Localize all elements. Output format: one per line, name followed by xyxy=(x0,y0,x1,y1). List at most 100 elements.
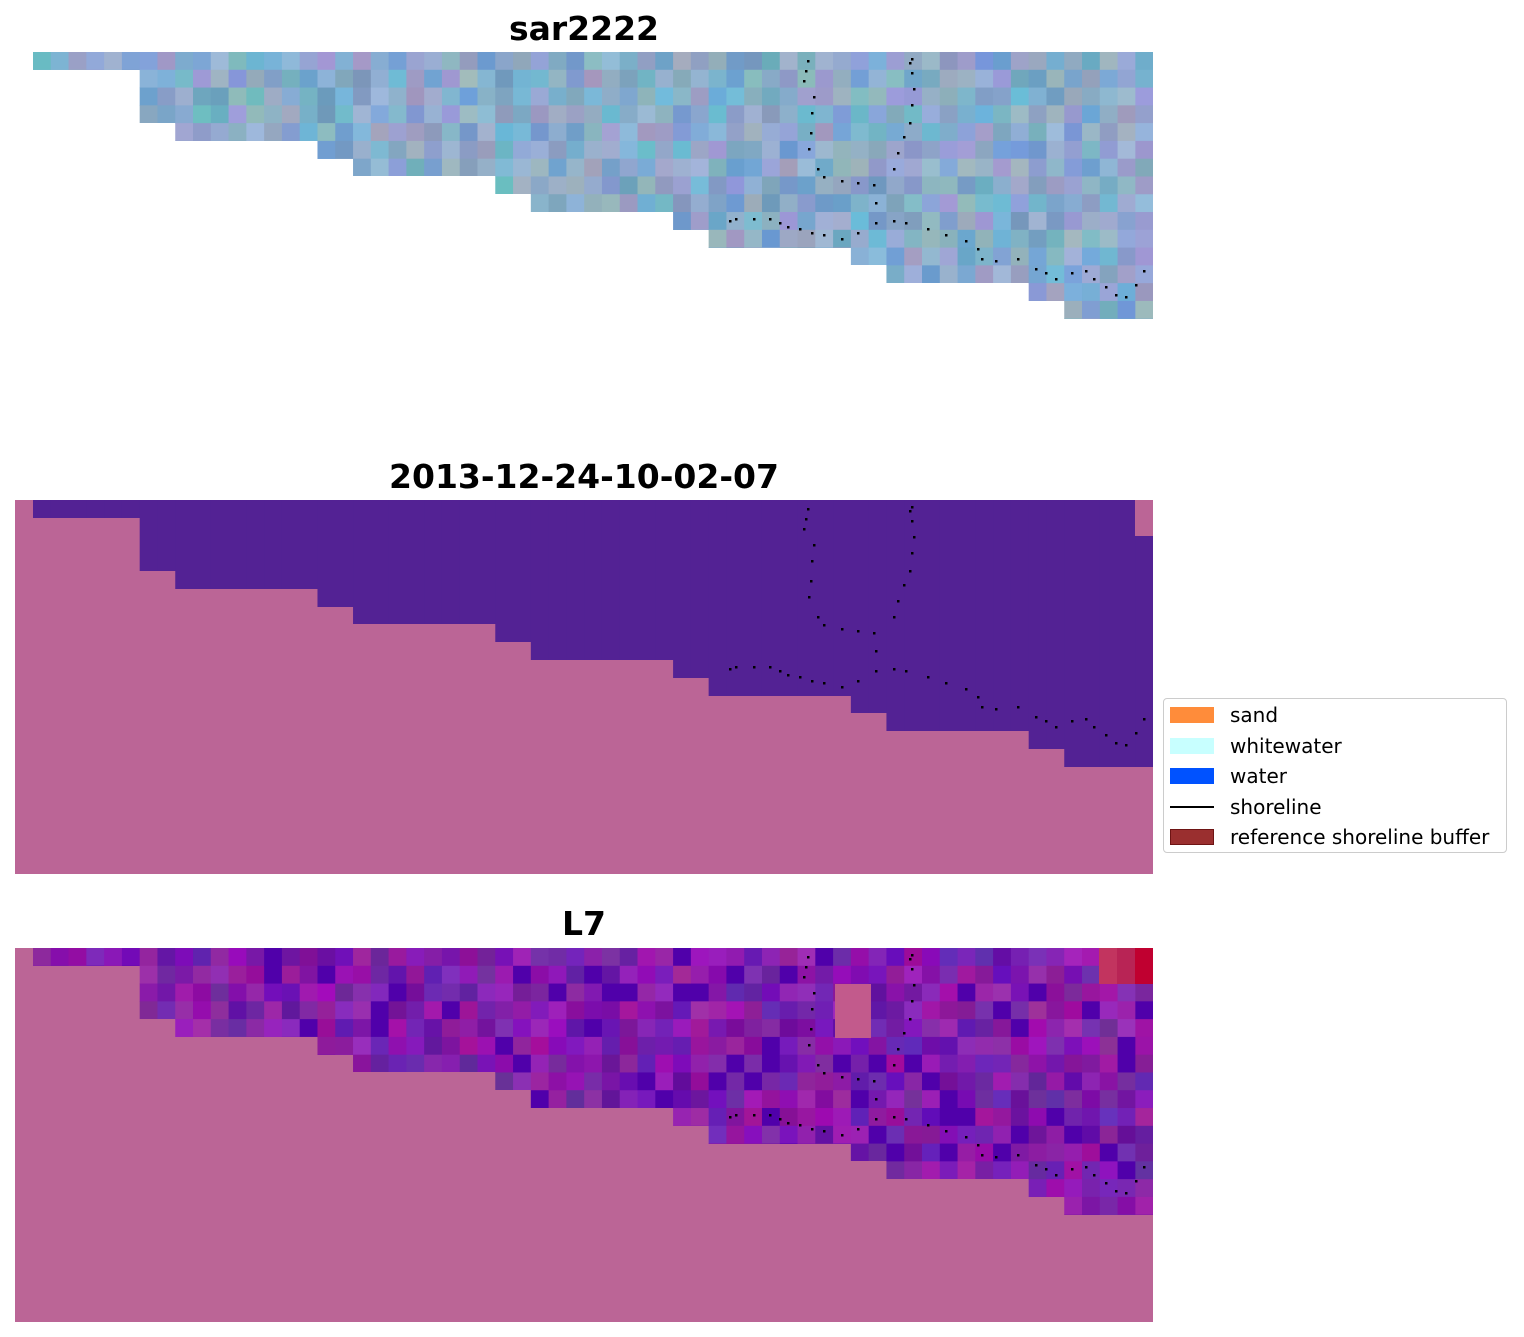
sar-pixel xyxy=(459,105,478,124)
shoreline-point xyxy=(811,560,814,563)
l7-pixel xyxy=(210,983,230,1002)
l7-pixel xyxy=(619,1001,639,1020)
sar-pixel xyxy=(957,52,976,71)
l7-pixel xyxy=(175,1001,194,1020)
sar-pixel xyxy=(744,105,763,124)
sar-pixel xyxy=(868,194,887,213)
sar-pixel xyxy=(922,69,941,89)
sar-pixel xyxy=(281,105,301,124)
l7-pixel xyxy=(1028,1054,1047,1073)
l7-pixel xyxy=(708,1125,727,1144)
l7-pixel xyxy=(993,1036,1012,1056)
l7-pixel xyxy=(353,1054,372,1072)
l7-pixel xyxy=(797,948,816,967)
sar-pixel xyxy=(441,140,461,160)
sar-pixel xyxy=(761,123,781,142)
sar-pixel xyxy=(388,140,407,160)
l7-pixel xyxy=(157,965,176,985)
water-pixel-column xyxy=(68,500,87,518)
l7-pixel xyxy=(779,1090,799,1109)
sar-pixel xyxy=(1064,229,1083,249)
l7-pixel xyxy=(566,1072,585,1091)
sar-pixel xyxy=(957,140,976,160)
l7-pixel xyxy=(690,1108,710,1126)
sar-pixel xyxy=(246,105,265,124)
l7-pixel xyxy=(548,1036,567,1056)
l7-pixel xyxy=(1117,1001,1136,1020)
sar-pixel xyxy=(370,105,390,124)
sar-pixel xyxy=(228,87,247,106)
sar-pixel xyxy=(904,247,923,266)
sar-pixel xyxy=(175,52,194,71)
sar-pixel xyxy=(690,212,710,230)
l7-pixel xyxy=(1117,1019,1136,1038)
l7-pixel xyxy=(530,1019,550,1038)
l7-pixel xyxy=(1099,1090,1119,1109)
l7-pixel xyxy=(1046,1054,1065,1073)
sar-pixel xyxy=(1046,52,1065,71)
sar-pixel xyxy=(797,123,816,142)
l7-pixel xyxy=(459,948,478,967)
sar-pixel xyxy=(957,158,976,177)
l7-pixel xyxy=(495,983,514,1002)
l7-pixel xyxy=(548,965,567,985)
l7-pixel xyxy=(993,1001,1012,1020)
sar-pixel xyxy=(50,52,70,70)
l7-pixel xyxy=(406,1001,425,1020)
water-pixel-column xyxy=(353,500,372,624)
l7-pixel xyxy=(370,1001,390,1020)
water-pixel-column xyxy=(868,500,887,713)
shoreline-point xyxy=(1085,270,1088,273)
l7-pixel xyxy=(281,948,301,967)
sar-pixel xyxy=(708,212,727,231)
sar-pixel xyxy=(797,52,816,71)
shoreline-point xyxy=(803,528,806,531)
l7-pixel xyxy=(886,1090,905,1109)
l7-pixel xyxy=(939,1054,959,1073)
sar-pixel xyxy=(246,87,265,106)
sar-pixel xyxy=(815,194,834,213)
sar-pixel xyxy=(584,194,603,212)
sar-pixel xyxy=(815,176,834,195)
l7-pixel xyxy=(424,1001,443,1020)
sar-pixel xyxy=(299,52,318,71)
shoreline-point xyxy=(873,1080,876,1083)
sar-pixel xyxy=(761,52,781,71)
shoreline-point xyxy=(1143,718,1146,721)
shoreline-point xyxy=(1135,1180,1138,1183)
sar-pixel xyxy=(370,140,390,160)
sar-pixel xyxy=(868,105,887,124)
l7-pixel xyxy=(744,1001,763,1020)
water-pixel-column xyxy=(228,500,247,589)
sar-pixel xyxy=(584,105,603,124)
sar-pixel xyxy=(601,140,621,160)
sar-pixel xyxy=(1082,158,1101,177)
sar-pixel xyxy=(797,194,816,213)
water-pixel-column xyxy=(33,500,52,518)
shoreline-point xyxy=(1093,1174,1096,1177)
l7-pixel xyxy=(868,1019,887,1038)
shoreline-point xyxy=(995,708,998,711)
sar-pixel xyxy=(993,265,1012,283)
sar-pixel xyxy=(815,52,834,71)
l7-pixel xyxy=(726,1072,745,1091)
shoreline-point xyxy=(905,670,908,673)
sar-pixel xyxy=(726,52,745,71)
l7-pixel xyxy=(975,1054,994,1073)
l7-pixel xyxy=(1010,1108,1030,1127)
sar-pixel xyxy=(459,123,478,142)
shoreline-point xyxy=(779,1118,782,1121)
sar-pixel xyxy=(1046,194,1065,213)
l7-pixel xyxy=(1099,1196,1119,1215)
l7-pixel xyxy=(353,965,372,985)
sar-pixel xyxy=(673,52,692,71)
sar-pixel xyxy=(601,176,621,195)
l7-pixel xyxy=(975,965,994,985)
l7-pixel xyxy=(566,1001,585,1020)
sar-pixel xyxy=(1046,140,1065,160)
l7-pixel xyxy=(1082,1108,1101,1127)
shoreline-point xyxy=(841,238,844,241)
l7-pixel xyxy=(513,983,532,1002)
sar-pixel xyxy=(993,158,1012,177)
l7-pixel xyxy=(975,1125,994,1145)
